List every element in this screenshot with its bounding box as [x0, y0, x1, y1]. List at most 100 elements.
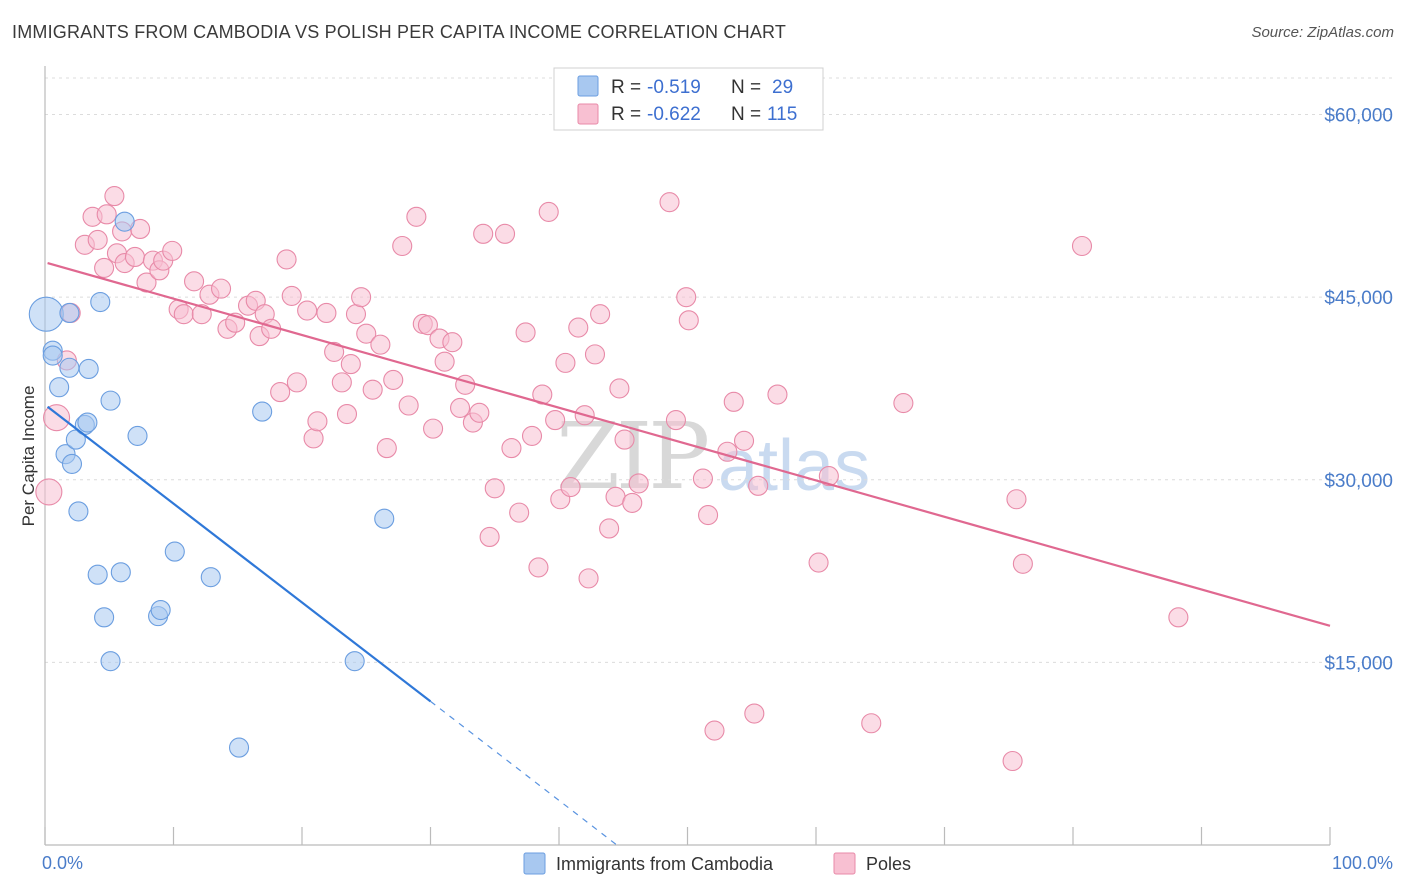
point-poles: [297, 300, 318, 321]
series-legend: Immigrants from Cambodia Poles: [523, 852, 911, 875]
legend-r-label: R =: [611, 77, 641, 98]
data-points: [28, 186, 1189, 772]
point-poles: [370, 334, 391, 355]
point-poles: [1012, 553, 1033, 574]
point-cambodia: [59, 302, 80, 324]
point-poles: [692, 468, 713, 489]
point-poles: [423, 418, 444, 439]
trend-lines: [46, 261, 1331, 846]
point-poles: [434, 351, 455, 372]
point-poles: [698, 505, 719, 526]
point-cambodia: [150, 599, 171, 621]
point-cambodia: [252, 401, 273, 422]
point-cambodia: [87, 564, 108, 585]
point-cambodia: [344, 651, 365, 672]
point-poles: [538, 201, 559, 222]
gridlines: [45, 77, 1393, 663]
point-poles: [744, 703, 765, 724]
point-poles: [281, 285, 302, 306]
point-poles: [1006, 489, 1027, 510]
point-poles: [665, 410, 686, 431]
point-poles: [184, 271, 205, 292]
point-poles: [494, 223, 516, 244]
point-poles: [509, 502, 530, 523]
legend-n-value: 115: [767, 104, 797, 125]
point-poles: [356, 323, 377, 344]
legend-label-cambodia: Immigrants from Cambodia: [556, 854, 774, 874]
source-credit: Source: ZipAtlas.com: [1251, 24, 1394, 41]
y-tick-label: $45,000: [1324, 288, 1393, 309]
x-tick-label-min: 0.0%: [42, 853, 83, 873]
stats-legend: R = -0.519 N = 29 R = -0.622 N = 115: [553, 67, 824, 131]
point-poles: [628, 473, 649, 494]
point-poles: [210, 278, 232, 299]
point-cambodia: [100, 651, 121, 672]
point-cambodia: [200, 567, 221, 588]
legend-r-value: -0.519: [647, 77, 701, 98]
point-poles: [417, 315, 438, 336]
point-poles: [442, 332, 463, 353]
point-poles: [584, 344, 606, 365]
point-poles: [479, 526, 500, 548]
point-poles: [521, 425, 543, 446]
point-poles: [704, 720, 725, 741]
point-poles: [659, 192, 680, 213]
point-poles: [614, 429, 635, 450]
point-poles: [578, 568, 599, 589]
point-poles: [560, 477, 581, 498]
point-cambodia: [61, 453, 83, 474]
point-poles: [94, 257, 115, 278]
legend-n-value: 29: [772, 77, 793, 98]
point-poles: [808, 552, 829, 573]
point-poles: [469, 402, 490, 423]
point-poles: [406, 206, 427, 227]
trend-line-cambodia: [46, 405, 432, 703]
point-cambodia: [114, 211, 135, 232]
point-poles: [162, 240, 183, 261]
point-poles: [590, 304, 611, 325]
legend-r-label: R =: [611, 104, 641, 125]
point-poles: [622, 492, 643, 513]
point-poles: [676, 287, 697, 308]
point-cambodia: [77, 412, 98, 433]
point-poles: [270, 382, 291, 403]
point-poles: [96, 204, 117, 225]
point-poles: [124, 246, 145, 268]
legend-n-label: N =: [731, 104, 761, 125]
point-poles: [191, 304, 212, 325]
point-poles: [450, 397, 471, 418]
point-cambodia: [65, 429, 86, 450]
point-poles: [515, 322, 536, 343]
point-poles: [87, 229, 108, 250]
point-poles: [1002, 750, 1023, 772]
point-poles: [861, 713, 882, 734]
point-cambodia: [374, 508, 395, 529]
trend-line-poles: [47, 261, 1331, 627]
point-poles: [35, 478, 63, 506]
point-poles: [43, 404, 71, 432]
point-cambodia: [228, 737, 250, 758]
point-poles: [286, 372, 307, 393]
point-cambodia: [78, 358, 99, 380]
point-poles: [398, 395, 419, 416]
point-poles: [1168, 607, 1189, 628]
point-poles: [307, 411, 328, 432]
legend-swatch-cambodia: [577, 75, 599, 97]
point-poles: [303, 428, 324, 449]
point-cambodia: [90, 291, 111, 313]
point-poles: [362, 379, 383, 400]
point-cambodia: [110, 562, 131, 583]
x-tick-label-max: 100.0%: [1332, 853, 1393, 873]
y-tick-label: $30,000: [1324, 471, 1393, 492]
point-poles: [1071, 235, 1093, 257]
point-cambodia: [42, 345, 63, 366]
y-tick-label: $15,000: [1324, 653, 1393, 674]
legend-swatch-poles: [577, 103, 599, 125]
point-poles: [605, 486, 626, 507]
point-poles: [748, 475, 769, 496]
y-axis-title: Per Capita Income: [19, 386, 38, 527]
point-poles: [316, 302, 337, 324]
point-poles: [345, 304, 367, 325]
point-poles: [568, 317, 589, 338]
